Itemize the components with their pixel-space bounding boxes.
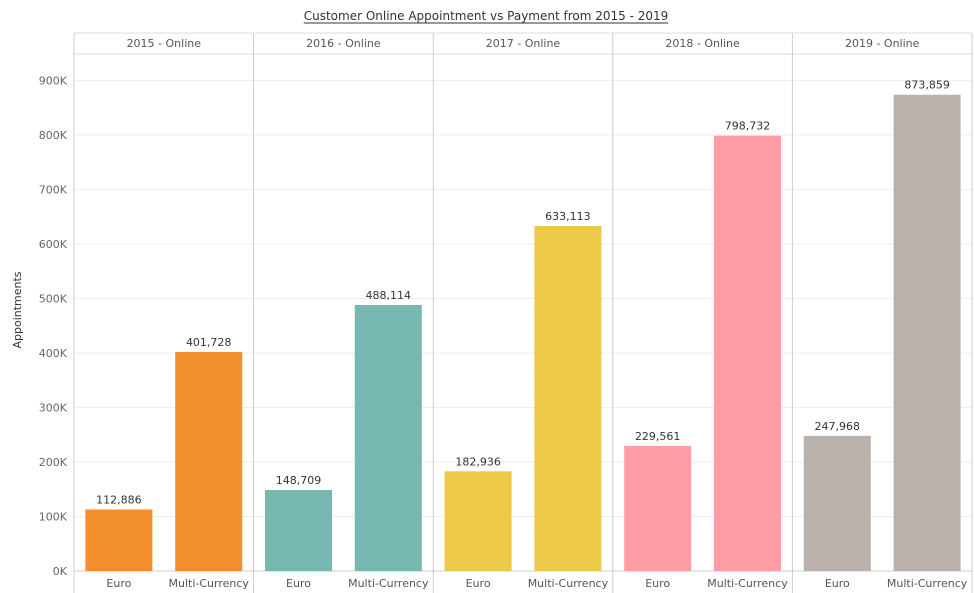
y-tick-label: 800K [39, 129, 68, 142]
data-label: 401,728 [186, 336, 232, 349]
data-label: 873,859 [904, 79, 950, 92]
y-tick-label: 100K [39, 511, 68, 524]
x-tick-label: Euro [106, 577, 131, 590]
x-tick-label: Multi-Currency [528, 577, 609, 590]
data-label: 798,732 [725, 120, 771, 133]
y-tick-label: 900K [39, 75, 68, 88]
y-tick-label: 500K [39, 293, 68, 306]
y-tick-label: 200K [39, 456, 68, 469]
bar-euro [265, 489, 332, 571]
bar-euro [85, 509, 153, 571]
panel-header: 2019 - Online [845, 37, 920, 50]
bar-euro [624, 445, 692, 571]
data-label: 229,561 [635, 430, 681, 443]
data-label: 247,968 [815, 420, 861, 433]
y-tick-label: 400K [39, 347, 68, 360]
x-tick-label: Euro [286, 577, 311, 590]
panel-4: 2018 - Online 229,561 Euro 798,732 Multi-Cur… [624, 37, 788, 590]
x-tick-label: Multi-Currency [887, 577, 968, 590]
chart-title: Customer Online Appointment vs Payment f… [304, 9, 669, 23]
y-tick-label: 0K [53, 565, 68, 578]
x-tick-label: Multi-Currency [348, 577, 429, 590]
bar-multi-currency [175, 352, 243, 571]
y-tick-label: 300K [39, 402, 68, 415]
bar-multi-currency [893, 94, 961, 572]
x-tick-label: Multi-Currency [168, 577, 249, 590]
panel-header: 2017 - Online [486, 37, 561, 50]
x-tick-label: Euro [825, 577, 850, 590]
y-axis-label: Appointments [11, 271, 24, 348]
bar-euro [803, 435, 871, 571]
bar-multi-currency [354, 304, 422, 571]
panel-5: 2019 - Online 247,968 Euro 873,859 Multi-Cur… [803, 37, 968, 590]
y-tick-label: 600K [39, 238, 68, 251]
plot-area: 0K 100K 200K 300K 400K 500K 600K 700K 800K 900K 20… [39, 32, 973, 593]
bar-multi-currency [534, 225, 602, 571]
data-label: 112,886 [96, 493, 142, 506]
data-label: 488,114 [366, 289, 412, 302]
bar-multi-currency [714, 135, 781, 572]
panel-header: 2016 - Online [306, 37, 381, 50]
x-tick-label: Multi-Currency [707, 577, 788, 590]
bar-euro [444, 471, 512, 571]
y-tick-label: 700K [39, 184, 68, 197]
panel-1: 2015 - Online 112,886 Euro 401,728 Multi-Cur… [85, 37, 249, 590]
panel-header: 2015 - Online [127, 37, 202, 50]
data-label: 633,113 [545, 210, 591, 223]
panel-2: 2016 - Online 148,709 Euro 488,114 Multi-Cur… [265, 37, 429, 590]
panel-3: 2017 - Online 182,936 Euro 633,113 Multi-Cur… [444, 37, 609, 590]
panel-header: 2018 - Online [665, 37, 740, 50]
x-tick-label: Euro [645, 577, 670, 590]
data-label: 148,709 [276, 474, 322, 487]
x-tick-label: Euro [466, 577, 491, 590]
data-label: 182,936 [455, 455, 501, 468]
